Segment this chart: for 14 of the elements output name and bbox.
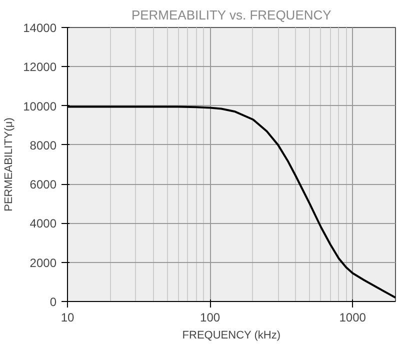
y-tick-label: 4000 <box>30 216 57 231</box>
y-tick-label: 10000 <box>23 99 57 114</box>
y-axis-title: PERMEABILITY(μ) <box>3 118 16 212</box>
x-tick-label: 100 <box>200 310 220 324</box>
y-tick-label: 6000 <box>30 178 57 192</box>
y-tick-label: 2000 <box>30 256 57 270</box>
y-tick-label: 12000 <box>23 60 57 74</box>
y-tick-label: 8000 <box>30 138 57 152</box>
chart-title: PERMEABILITY vs. FREQUENCY <box>131 8 332 22</box>
x-tick-label: 1000 <box>339 310 366 324</box>
x-axis-title: FREQUENCY (kHz) <box>182 330 281 342</box>
y-tick-label: 0 <box>50 295 57 309</box>
x-tick-label: 10 <box>60 310 74 324</box>
y-tick-label: 14000 <box>23 21 57 35</box>
